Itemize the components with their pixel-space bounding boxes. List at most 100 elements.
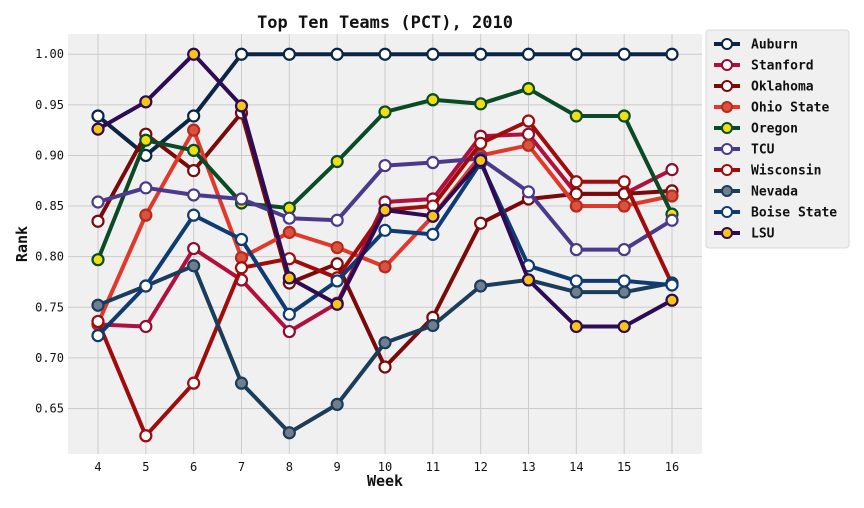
data-point bbox=[282, 47, 296, 61]
data-point bbox=[426, 47, 440, 61]
series-boise-state bbox=[91, 155, 679, 343]
data-point bbox=[665, 278, 679, 292]
data-point bbox=[569, 319, 583, 334]
data-point bbox=[234, 192, 249, 206]
x-tick-label: 4 bbox=[94, 460, 101, 474]
legend-marker bbox=[721, 59, 733, 71]
data-point bbox=[474, 47, 488, 61]
data-point bbox=[665, 163, 679, 177]
data-point bbox=[521, 138, 536, 152]
legend: Auburn Stanford Oklahoma Ohio State Oregon TC… bbox=[705, 29, 850, 249]
y-tick-label: 0.70 bbox=[35, 351, 64, 365]
legend-entry: Oregon bbox=[714, 122, 798, 137]
legend-marker bbox=[721, 122, 733, 134]
series bbox=[91, 47, 679, 443]
legend-entry: Ohio State bbox=[714, 101, 829, 116]
data-point bbox=[617, 319, 631, 334]
legend-entry: Boise State bbox=[714, 206, 837, 221]
data-point bbox=[378, 260, 392, 274]
data-point bbox=[426, 93, 440, 107]
x-tick-label: 6 bbox=[190, 460, 197, 474]
data-point bbox=[569, 187, 583, 201]
data-point bbox=[521, 114, 536, 128]
data-point bbox=[521, 82, 536, 96]
y-tick-label: 0.75 bbox=[35, 300, 64, 314]
y-tick-label: 1.00 bbox=[35, 47, 64, 61]
legend-marker bbox=[721, 80, 733, 92]
data-point bbox=[665, 189, 679, 203]
data-point bbox=[569, 242, 583, 257]
data-point bbox=[330, 154, 344, 169]
data-point bbox=[187, 123, 201, 137]
x-tick-label: 7 bbox=[238, 460, 245, 474]
data-point bbox=[282, 307, 296, 321]
data-point bbox=[474, 279, 488, 293]
data-point bbox=[426, 318, 440, 333]
data-point bbox=[617, 175, 631, 189]
data-point bbox=[569, 175, 583, 189]
data-point bbox=[378, 360, 392, 374]
data-point bbox=[330, 47, 344, 61]
data-point bbox=[187, 164, 201, 178]
legend-marker bbox=[721, 164, 733, 176]
y-tick-label: 0.80 bbox=[35, 250, 64, 264]
legend-marker bbox=[721, 185, 733, 197]
data-point bbox=[521, 185, 536, 199]
data-point bbox=[187, 109, 201, 123]
legend-entry: Auburn bbox=[714, 38, 798, 53]
data-point bbox=[330, 397, 344, 412]
chart-title: Top Ten Teams (PCT), 2010 bbox=[257, 13, 513, 33]
data-point bbox=[378, 47, 392, 61]
data-point bbox=[474, 153, 488, 168]
data-point bbox=[617, 274, 631, 288]
data-point bbox=[330, 240, 344, 255]
data-point bbox=[91, 298, 105, 312]
data-point bbox=[282, 211, 296, 225]
data-point bbox=[521, 127, 536, 141]
data-point bbox=[378, 158, 392, 173]
legend-marker bbox=[721, 227, 733, 239]
x-tick-label: 5 bbox=[142, 460, 149, 474]
legend-label: Auburn bbox=[751, 38, 798, 53]
data-point bbox=[282, 271, 296, 285]
data-point bbox=[139, 319, 153, 334]
legend-box bbox=[705, 29, 850, 249]
x-tick-label: 8 bbox=[286, 460, 293, 474]
data-point bbox=[139, 133, 153, 147]
legend-marker bbox=[721, 206, 733, 218]
y-tick-label: 0.95 bbox=[35, 98, 64, 112]
data-point bbox=[474, 136, 488, 150]
data-point bbox=[617, 285, 631, 299]
data-point bbox=[330, 297, 344, 311]
legend-label: Oregon bbox=[751, 122, 798, 137]
data-point bbox=[187, 376, 201, 390]
legend-entry: Wisconsin bbox=[714, 164, 821, 179]
data-point bbox=[139, 181, 153, 195]
x-axis-label: Week bbox=[367, 472, 403, 490]
data-point bbox=[187, 47, 201, 61]
data-point bbox=[474, 216, 488, 230]
data-point bbox=[187, 208, 201, 222]
legend-entry: Nevada bbox=[714, 185, 798, 200]
legend-marker bbox=[721, 143, 733, 155]
data-point bbox=[91, 253, 105, 267]
data-point bbox=[665, 47, 679, 61]
data-point bbox=[330, 257, 344, 271]
data-point bbox=[91, 195, 105, 209]
legend-label: Oklahoma bbox=[751, 80, 814, 95]
x-tick-label: 15 bbox=[617, 460, 631, 474]
legend-label: Stanford bbox=[751, 59, 814, 74]
data-point bbox=[234, 376, 249, 390]
data-point bbox=[569, 47, 583, 61]
data-point bbox=[330, 213, 344, 227]
data-point bbox=[474, 97, 488, 111]
data-point bbox=[426, 209, 440, 223]
x-tick-label: 11 bbox=[426, 460, 440, 474]
data-point bbox=[665, 213, 679, 227]
legend-label: Nevada bbox=[751, 185, 798, 200]
data-point bbox=[282, 426, 296, 440]
data-point bbox=[665, 293, 679, 307]
legend-marker bbox=[721, 101, 733, 113]
